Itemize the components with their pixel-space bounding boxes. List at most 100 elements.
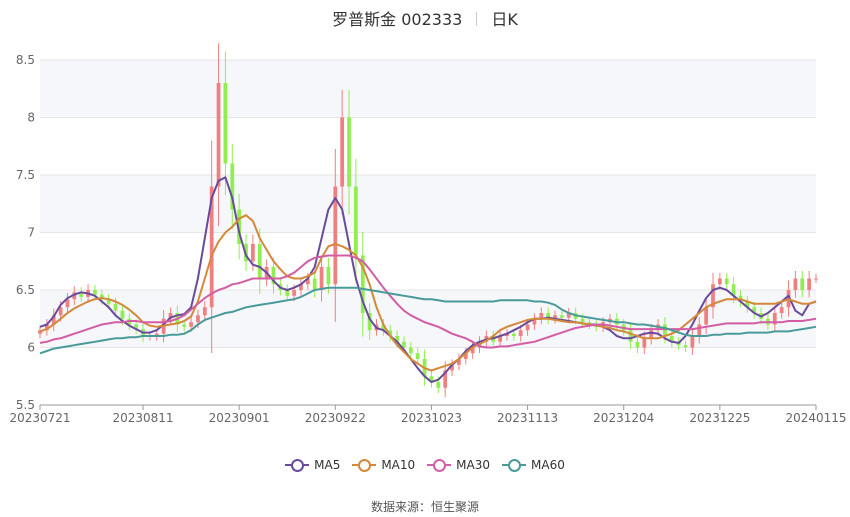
candle-body bbox=[463, 353, 468, 359]
candle-body bbox=[388, 330, 393, 336]
legend-marker-icon bbox=[427, 458, 452, 472]
data-source: 数据来源：恒生聚源 bbox=[0, 498, 850, 515]
legend-label: MA5 bbox=[314, 458, 341, 472]
candle-body bbox=[587, 322, 592, 325]
candle-body bbox=[663, 324, 667, 336]
candle-body bbox=[182, 324, 187, 327]
legend-item-ma30[interactable]: MA30 bbox=[427, 458, 490, 472]
candle-body bbox=[436, 382, 441, 388]
candle-body bbox=[566, 313, 571, 318]
x-axis: 20230721 20230811 20230901 20230922 20231023… bbox=[9, 404, 847, 425]
candle-body bbox=[745, 301, 750, 308]
x-tick-label: 20230811 bbox=[112, 411, 173, 425]
candle-body bbox=[408, 347, 413, 354]
candle-body bbox=[209, 186, 214, 308]
candle-body bbox=[704, 307, 709, 325]
legend-label: MA10 bbox=[381, 458, 416, 472]
candle-body bbox=[697, 324, 702, 336]
legend-item-ma10[interactable]: MA10 bbox=[352, 458, 415, 472]
candle-body bbox=[202, 307, 207, 316]
candle-body bbox=[429, 376, 434, 382]
candle-body bbox=[580, 318, 585, 323]
x-tick-label: 20240115 bbox=[785, 411, 846, 425]
candle-body bbox=[196, 315, 200, 323]
candle-body bbox=[532, 318, 537, 325]
candle-body bbox=[649, 330, 654, 339]
candle-body bbox=[154, 333, 159, 336]
y-tick-label: 7.5 bbox=[16, 168, 35, 182]
x-tick-label: 20231113 bbox=[497, 411, 558, 425]
period-label[interactable]: 日K bbox=[491, 10, 518, 29]
x-tick-label: 20231204 bbox=[593, 411, 654, 425]
candle-body bbox=[546, 313, 551, 319]
legend-item-ma5[interactable]: MA5 bbox=[285, 458, 340, 472]
candle-body bbox=[415, 353, 420, 359]
y-tick-label: 7 bbox=[27, 226, 35, 240]
x-tick-label: 20230901 bbox=[209, 411, 270, 425]
candle-body bbox=[326, 267, 331, 285]
y-tick-label: 8 bbox=[27, 111, 35, 125]
candle-body bbox=[518, 330, 523, 336]
x-tick-label: 20231225 bbox=[689, 411, 750, 425]
candle-body bbox=[553, 315, 557, 319]
moving-average-lines bbox=[39, 176, 817, 383]
candle-body bbox=[731, 284, 736, 296]
candle-body bbox=[683, 345, 688, 348]
candle-body bbox=[635, 341, 640, 348]
candle-body bbox=[402, 341, 406, 348]
chart-title: 罗普斯金 002333 日K bbox=[0, 6, 850, 30]
candle-body bbox=[717, 278, 722, 285]
candle-body bbox=[360, 255, 365, 313]
title-separator bbox=[476, 12, 478, 26]
source-label: 数据来源： bbox=[370, 500, 431, 514]
candle-body bbox=[367, 313, 372, 331]
candle-body bbox=[51, 315, 56, 325]
candle-body bbox=[106, 299, 111, 304]
candle-body bbox=[457, 359, 461, 365]
candle-body bbox=[168, 313, 173, 319]
stock-name: 罗普斯金 002333 bbox=[332, 10, 463, 29]
candle-body bbox=[814, 278, 818, 280]
candle-body bbox=[793, 278, 798, 290]
candle-body bbox=[779, 307, 784, 313]
candle-body bbox=[99, 294, 104, 300]
candle-body bbox=[44, 324, 49, 331]
ma10-line bbox=[39, 214, 817, 372]
candle-body bbox=[395, 336, 399, 342]
legend-item-ma60[interactable]: MA60 bbox=[502, 458, 565, 472]
candle-body bbox=[250, 244, 255, 262]
candle-body bbox=[134, 324, 139, 330]
candle-body bbox=[772, 313, 777, 325]
candle-body bbox=[65, 299, 70, 308]
candle-body bbox=[93, 290, 97, 295]
legend-marker-icon bbox=[285, 458, 310, 472]
candle-body bbox=[711, 284, 715, 308]
grid-band bbox=[40, 175, 816, 233]
candle-body bbox=[285, 290, 290, 296]
kline-chart[interactable]: 5.5 6 6.5 7 7.5 8 8.5 20230721 20230811 20230901… bbox=[0, 0, 850, 450]
candle-body bbox=[292, 290, 296, 296]
ma60-line bbox=[39, 286, 817, 355]
candle-body bbox=[347, 117, 351, 187]
legend-marker-icon bbox=[502, 458, 527, 472]
candle-body bbox=[505, 333, 509, 336]
candle-body bbox=[752, 307, 757, 313]
candle-body bbox=[120, 310, 125, 319]
candle-body bbox=[257, 244, 262, 279]
x-tick-label: 20231023 bbox=[401, 411, 462, 425]
candle-body bbox=[189, 322, 193, 327]
legend-label: MA30 bbox=[456, 458, 491, 472]
candle-body bbox=[340, 117, 345, 187]
legend-marker-icon bbox=[352, 458, 377, 472]
source-value: 恒生聚源 bbox=[431, 500, 480, 514]
candle-body bbox=[800, 278, 805, 290]
candle-body bbox=[669, 336, 674, 342]
legend: MA5 MA10 MA30 MA60 bbox=[0, 458, 850, 475]
candle-body bbox=[216, 83, 221, 187]
y-tick-label: 8.5 bbox=[16, 53, 35, 67]
x-tick-label: 20230721 bbox=[9, 411, 70, 425]
candle-body bbox=[319, 267, 324, 290]
grid-band bbox=[40, 60, 816, 118]
candle-body bbox=[628, 330, 633, 342]
candle-body bbox=[79, 292, 84, 297]
